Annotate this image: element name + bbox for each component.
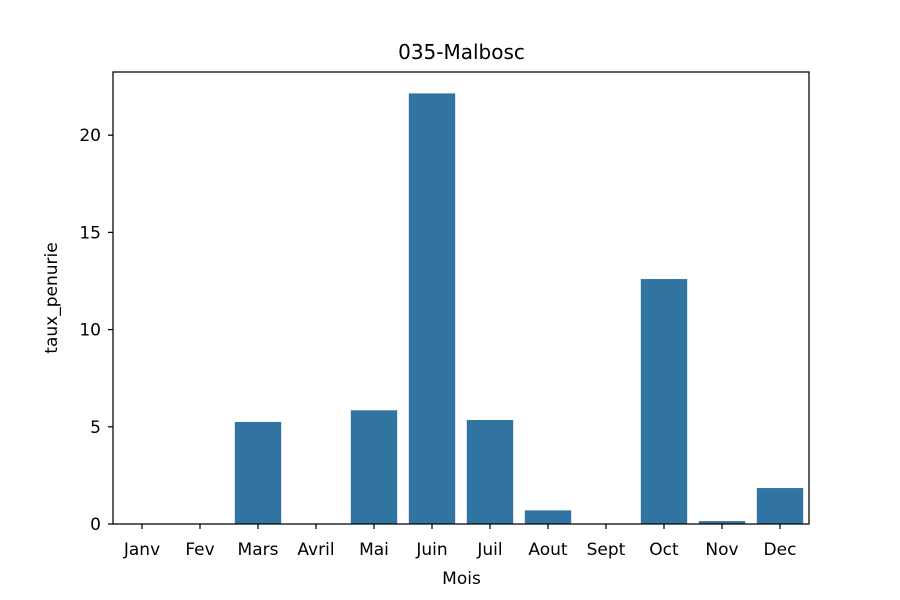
bar-juil (466, 419, 514, 524)
x-tick-label: Fev (185, 540, 214, 560)
bar-juin (408, 93, 456, 524)
x-tick-label: Avril (297, 540, 334, 560)
x-tick-label: Aout (528, 540, 568, 560)
x-axis-label: Mois (442, 569, 481, 589)
x-tick-label: Oct (649, 540, 679, 560)
y-axis-ticks: 0 5 10 15 20 (79, 126, 113, 535)
x-tick-label: Juin (415, 540, 447, 560)
y-tick-label: 15 (79, 223, 101, 243)
bar-dec (756, 488, 804, 524)
y-tick-label: 0 (90, 515, 101, 535)
y-tick-label: 5 (90, 418, 101, 438)
x-axis-ticks: Janv Fev Mars Avril Mai Juin Juil Aout Sept Oct No… (123, 524, 797, 560)
bar-mai (350, 410, 398, 524)
y-tick-label: 10 (79, 321, 101, 341)
x-tick-label: Mars (238, 540, 279, 560)
x-tick-label: Dec (764, 540, 797, 560)
x-tick-label: Mai (359, 540, 389, 560)
bar-nov (698, 521, 746, 524)
chart-title: 035-Malbosc (398, 40, 525, 64)
x-tick-label: Nov (705, 540, 738, 560)
bars-group (234, 93, 804, 524)
y-tick-label: 20 (79, 126, 101, 146)
plot-frame (112, 71, 810, 525)
y-axis-label: taux_penurie (42, 242, 62, 353)
bar-oct (640, 279, 688, 524)
bar-aout (524, 510, 572, 524)
x-tick-label: Sept (587, 540, 626, 560)
bar-mars (234, 421, 282, 524)
x-tick-label: Janv (123, 540, 160, 560)
x-tick-label: Juil (476, 540, 502, 560)
